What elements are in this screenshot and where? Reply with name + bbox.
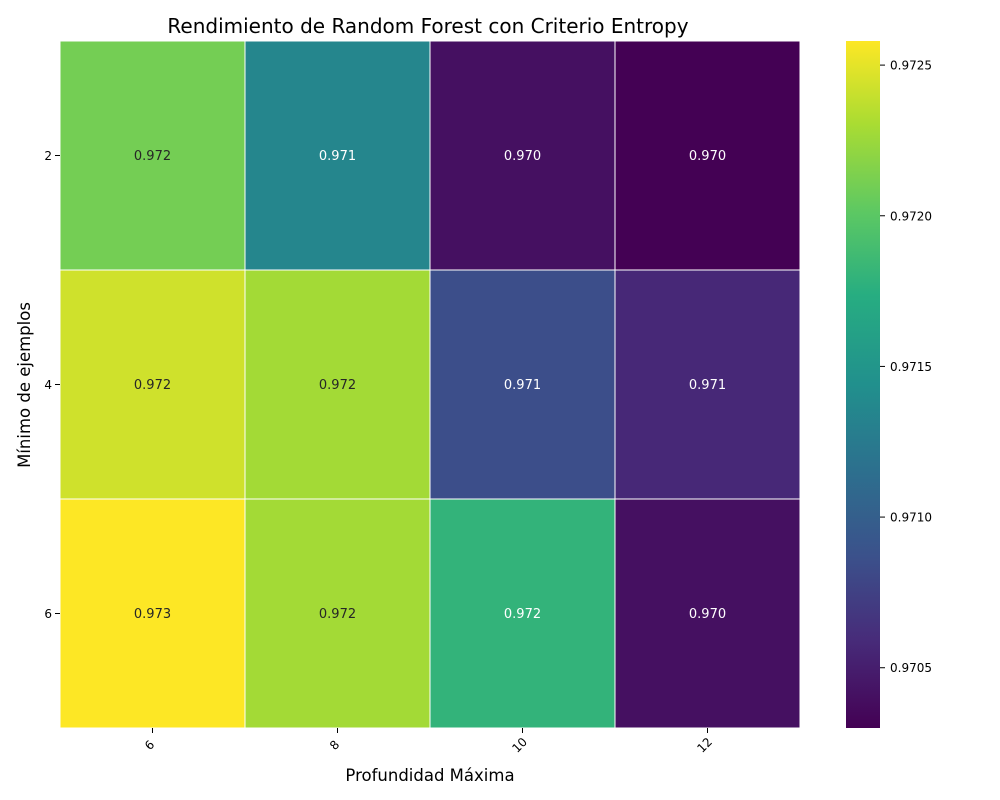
cell-value-label: 0.971: [689, 378, 726, 393]
cell-value-label: 0.972: [319, 378, 356, 393]
y-tick-label: 4: [44, 378, 52, 392]
colorbar-ticks: 0.9705 0.9710 0.9715 0.9720 0.9725: [880, 59, 932, 675]
heatmap-cell: [244, 498, 431, 729]
cell-value-label: 0.972: [134, 378, 171, 393]
x-tick-label: 6: [142, 738, 157, 753]
colorbar-tick-label: 0.9705: [890, 661, 932, 675]
cell-value-label: 0.972: [134, 149, 171, 164]
heatmap-cell: [59, 269, 246, 500]
heatmap-cell: [614, 40, 801, 271]
heatmap-cell: [244, 40, 431, 271]
y-axis-label: Mínimo de ejemplos: [15, 302, 34, 468]
cell-value-label: 0.970: [504, 149, 541, 164]
chart-title: Rendimiento de Random Forest con Criteri…: [167, 14, 688, 38]
colorbar-tick-label: 0.9710: [890, 511, 932, 525]
heatmap-cell: [59, 40, 246, 271]
x-tick-label: 12: [694, 735, 715, 756]
cell-value-label: 0.970: [689, 149, 726, 164]
heatmap-cell: [429, 40, 616, 271]
x-tick-label: 8: [327, 738, 342, 753]
x-axis-label: Profundidad Máxima: [345, 766, 514, 785]
heatmap-cells: 0.972 0.971 0.970 0.970 0.972 0.972 0.971 0.971…: [59, 40, 801, 729]
cell-value-label: 0.970: [689, 607, 726, 622]
colorbar-tick-label: 0.9715: [890, 360, 932, 374]
cell-value-label: 0.972: [319, 607, 356, 622]
y-axis-ticks: 2 4 6: [44, 149, 60, 621]
cell-value-label: 0.973: [134, 607, 171, 622]
heatmap-cell: [614, 269, 801, 500]
y-tick-label: 6: [44, 607, 52, 621]
cell-value-label: 0.971: [319, 149, 356, 164]
y-tick-label: 2: [44, 149, 52, 163]
cell-value-label: 0.971: [504, 378, 541, 393]
colorbar: [846, 41, 880, 728]
x-tick-label: 10: [509, 735, 530, 756]
colorbar-tick-label: 0.9725: [890, 59, 932, 73]
heatmap-cell: [429, 269, 616, 500]
heatmap-cell: [244, 269, 431, 500]
x-axis-ticks: 6 8 10 12: [142, 728, 715, 756]
heatmap-cell: [614, 498, 801, 729]
cell-value-label: 0.972: [504, 607, 541, 622]
colorbar-tick-label: 0.9720: [890, 209, 932, 223]
